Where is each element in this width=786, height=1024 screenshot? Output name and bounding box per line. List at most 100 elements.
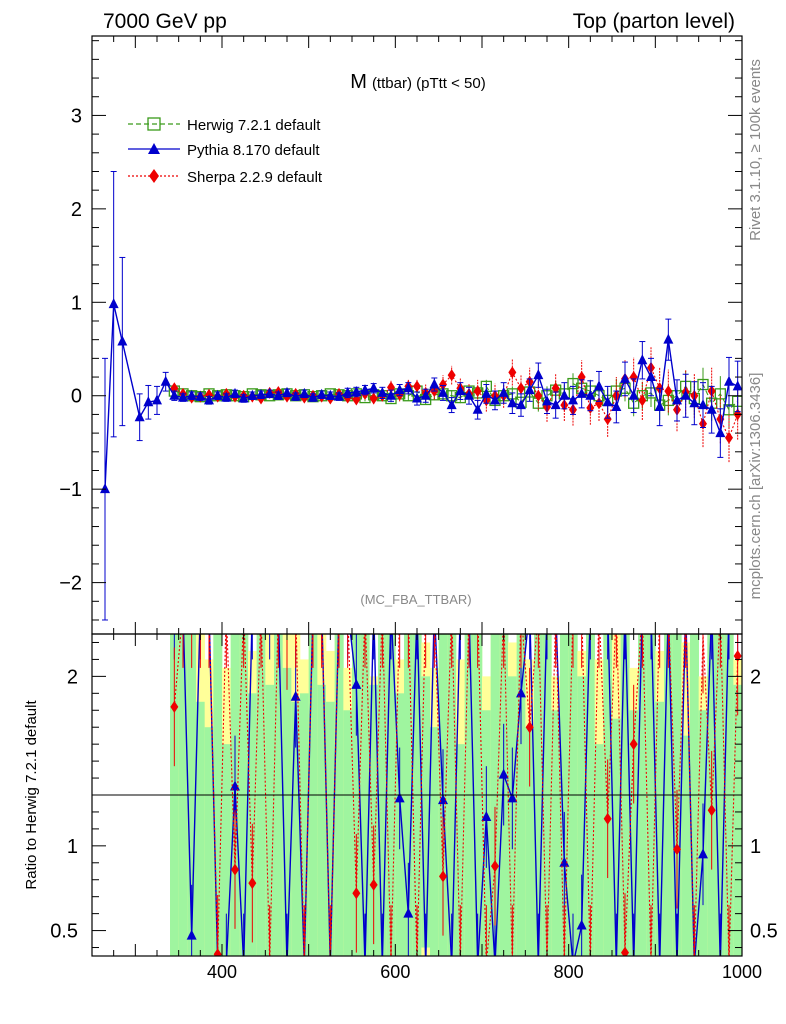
main-pythia-point	[290, 390, 301, 401]
main-title: M (ttbar) (pTtt < 50)	[350, 71, 485, 93]
main-pythia-point	[108, 298, 119, 309]
ratio-pythia-point	[394, 792, 405, 803]
ratio-sherpa-point	[621, 946, 629, 956]
ratio-xtick-label: 600	[380, 962, 410, 982]
mcplots-label: mcplots.cern.ch [arXiv:1306.3436]	[747, 373, 764, 600]
ratio-sherpa-line	[173, 634, 739, 956]
main-pythia-point	[706, 403, 717, 414]
main-pythia-point	[351, 385, 362, 396]
ratio-band-green	[551, 710, 561, 956]
ratio-pythia-point	[516, 687, 526, 698]
main-pythia-point	[238, 392, 249, 403]
main-pythia-point	[689, 397, 700, 408]
main-pythia-point	[195, 390, 206, 401]
main-sherpa-point	[603, 413, 612, 426]
main-pythia-point	[438, 386, 448, 397]
main-pythia-point	[715, 427, 726, 438]
main-sherpa-point	[473, 385, 482, 398]
ratio-pythia-point	[559, 856, 570, 867]
ratio-band-green	[681, 735, 691, 956]
ratio-series-layer	[170, 634, 742, 956]
main-pythia-point	[299, 387, 310, 398]
ratio-band-green	[629, 710, 639, 956]
main-pythia-point	[620, 372, 630, 383]
ratio-band-green	[265, 684, 275, 956]
ratio-band-green	[204, 727, 214, 956]
ratio-band-green	[291, 701, 301, 956]
main-pythia-point	[663, 333, 674, 344]
main-pythia-point	[481, 387, 492, 398]
main-ytick-label: −2	[59, 573, 82, 595]
ratio-ytick-label-right: 1	[750, 836, 761, 858]
main-pythia-point	[420, 389, 431, 400]
main-pythia-point	[221, 391, 232, 402]
main-pythia-point	[117, 335, 128, 346]
main-pythia-point	[542, 395, 552, 406]
main-sherpa-point	[369, 392, 378, 405]
main-pythia-point	[524, 384, 535, 395]
main-pythia-point	[446, 399, 457, 410]
ratio-pythia-point	[481, 811, 492, 822]
main-sherpa-point	[439, 378, 447, 391]
ratio-band-green	[300, 693, 309, 956]
legend: Herwig 7.2.1 default Pythia 8.170 defaul…	[128, 117, 323, 186]
ratio-band-green	[282, 667, 292, 956]
ratio-xtick-label: 1000	[722, 962, 762, 982]
ratio-sherpa-point	[248, 877, 257, 890]
main-pythia-point	[134, 411, 145, 422]
ratio-band-green	[733, 684, 742, 956]
main-pythia-point	[594, 380, 604, 391]
main-pythia-point	[507, 397, 518, 408]
legend-herwig-marker	[147, 117, 161, 131]
ratio-sherpa-point	[673, 843, 681, 856]
main-pythia-point	[455, 385, 466, 396]
main-ytick-label: 0	[71, 386, 82, 408]
main-pythia-point	[360, 384, 370, 395]
main-pythia-point	[498, 386, 509, 397]
ratio-pythia-point	[230, 780, 240, 791]
main-sherpa-point	[725, 431, 733, 444]
main-pythia-point	[585, 389, 596, 400]
main-sherpa-point	[413, 380, 421, 393]
ratio-ytick-label: 0.5	[50, 921, 78, 943]
main-pythia-point	[204, 394, 214, 405]
main-pythia-point	[160, 375, 171, 386]
main-pythia-point	[654, 400, 665, 411]
main-pythia-point	[143, 396, 154, 407]
main-pythia-point	[680, 389, 691, 400]
main-pythia-point	[152, 394, 162, 405]
main-pythia-point	[403, 382, 414, 393]
ratio-pythia-point	[507, 792, 518, 803]
main-pythia-point	[516, 399, 526, 410]
ratio-xtick-label: 400	[207, 962, 237, 982]
ratio-pythia-point	[698, 848, 708, 859]
legend-sherpa-marker	[149, 169, 159, 183]
ratio-band-green	[343, 710, 353, 956]
ratio-ytick-label: 2	[67, 666, 78, 688]
main-pythia-point	[698, 399, 708, 410]
main-pythia-point	[576, 387, 587, 398]
ratio-band-green	[326, 701, 335, 956]
main-pythia-point	[342, 386, 353, 397]
ratio-ytick-label: 1	[67, 836, 78, 858]
ratio-pythia-point	[186, 929, 197, 940]
main-sherpa-point	[664, 385, 673, 398]
ratio-xtick-label: 800	[554, 962, 584, 982]
ratio-sherpa-point	[170, 700, 179, 713]
legend-sherpa-label: Sherpa 2.2.9 default	[187, 169, 323, 186]
main-pythia-point	[264, 387, 275, 398]
legend-herwig-label: Herwig 7.2.1 default	[187, 117, 321, 134]
header-process: Top (parton level)	[573, 10, 735, 33]
ratio-band-green	[655, 701, 665, 956]
header-energy: 7000 GeV pp	[103, 10, 227, 33]
analysis-watermark: (MC_FBA_TTBAR)	[360, 592, 471, 607]
ratio-pythia-point	[576, 919, 587, 930]
main-sherpa-point	[638, 394, 647, 407]
main-sherpa-line	[174, 366, 739, 440]
main-sherpa-point	[595, 397, 603, 410]
ratio-band-green	[421, 676, 431, 948]
ratio-sherpa-point	[629, 738, 638, 751]
legend-entry-herwig: Herwig 7.2.1 default	[128, 117, 321, 134]
legend-entry-sherpa: Sherpa 2.2.9 default	[128, 169, 323, 186]
